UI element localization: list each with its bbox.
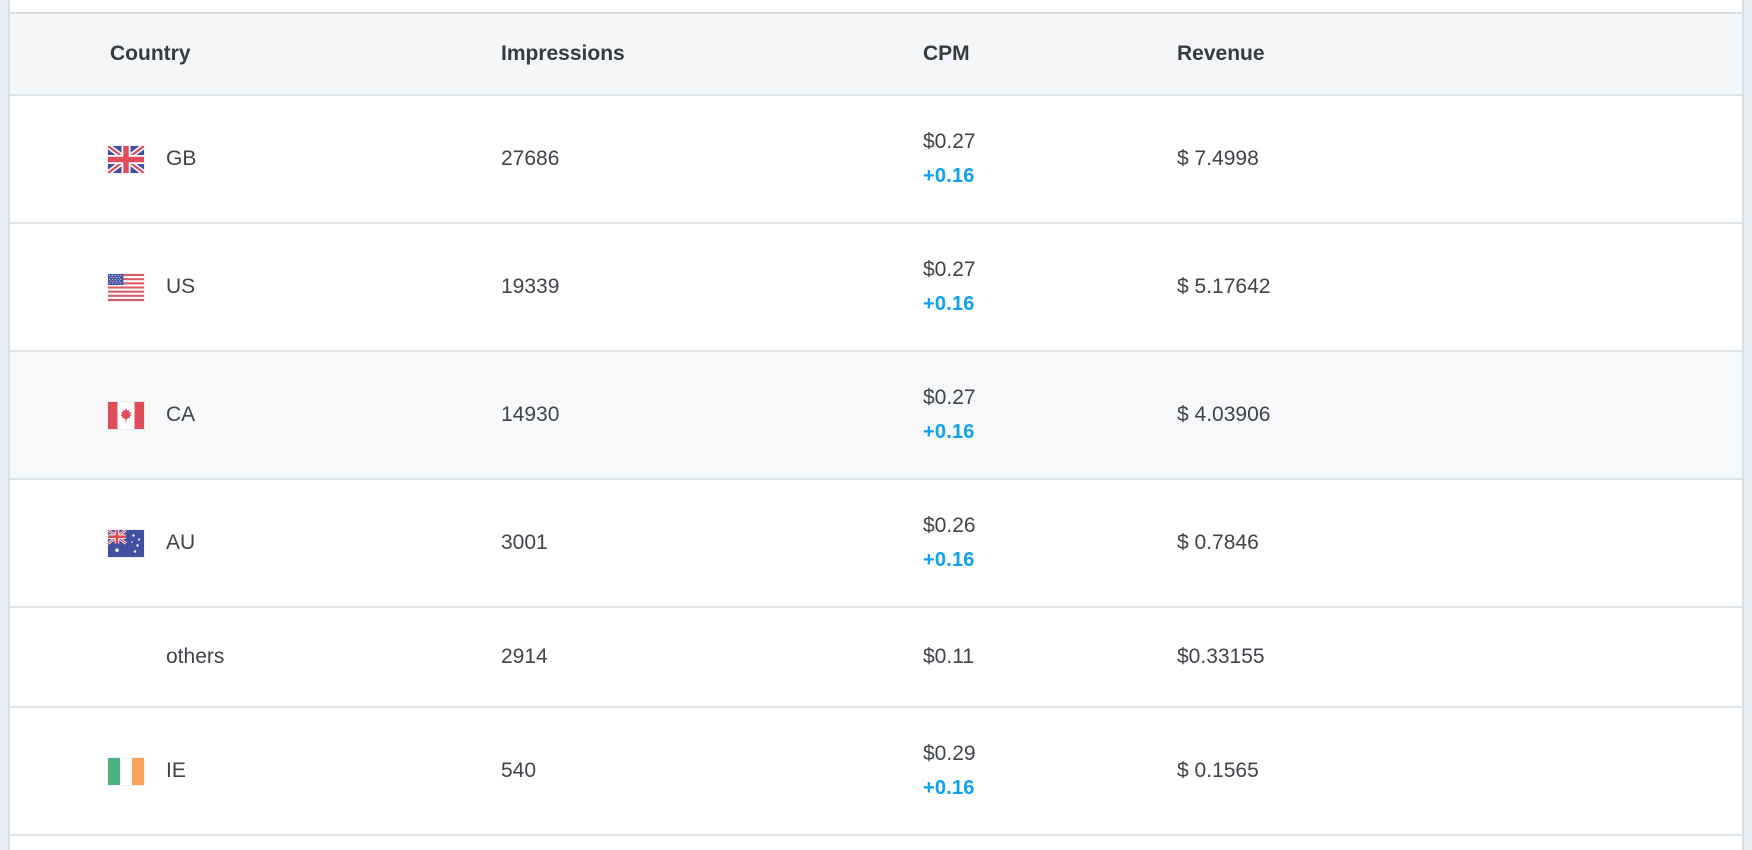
impressions-cell: 3001 <box>501 531 548 554</box>
cpm-cell: $0.27 +0.16 <box>923 386 1177 444</box>
cpm-cell: $0.29 +0.16 <box>923 742 1177 800</box>
us-flag-icon <box>108 273 144 301</box>
cpm-delta-badge: +0.16 <box>923 165 975 187</box>
cpm-value: $0.27 <box>923 386 976 409</box>
country-cell: others <box>10 644 501 671</box>
ie-flag-icon <box>108 757 144 785</box>
revenue-cell: $ 4.03906 <box>1177 403 1271 426</box>
previous-section-edge <box>10 0 1742 14</box>
country-cell: IE <box>10 757 501 785</box>
cpm-value: $0.26 <box>923 514 976 537</box>
cpm-value: $0.11 <box>923 645 974 668</box>
au-flag-icon <box>108 529 144 557</box>
table-row[interactable]: others 2914 $0.11 $0.33155 <box>10 608 1742 708</box>
cpm-cell: $0.11 <box>923 645 1177 669</box>
revenue-cell: $ 0.1565 <box>1177 759 1259 782</box>
country-code: IE <box>166 759 186 782</box>
cpm-cell: $0.27 +0.16 <box>923 258 1177 316</box>
country-flag-icon <box>108 644 144 671</box>
revenue-cell: $0.33155 <box>1177 645 1265 668</box>
cpm-value: $0.29 <box>923 742 976 765</box>
next-section-edge <box>10 836 1742 850</box>
country-code: GB <box>166 147 197 170</box>
column-header-country: Country <box>110 42 191 65</box>
impressions-cell: 27686 <box>501 147 560 170</box>
impressions-cell: 14930 <box>501 403 560 426</box>
country-report-table: Country Impressions CPM Revenue GB 27686… <box>8 0 1744 850</box>
revenue-cell: $ 7.4998 <box>1177 147 1259 170</box>
column-header-impressions: Impressions <box>501 42 625 65</box>
country-code: US <box>166 275 196 298</box>
table-header-row: Country Impressions CPM Revenue <box>10 14 1742 96</box>
country-cell: CA <box>10 401 501 429</box>
cpm-delta-badge: +0.16 <box>923 421 975 443</box>
country-cell: AU <box>10 529 501 557</box>
cpm-value: $0.27 <box>923 258 976 281</box>
table-row[interactable]: GB 27686 $0.27 +0.16 $ 7.4998 <box>10 96 1742 224</box>
country-cell: US <box>10 273 501 301</box>
impressions-cell: 19339 <box>501 275 560 298</box>
gb-flag-icon <box>108 145 144 173</box>
country-cell: GB <box>10 145 501 173</box>
table-body: GB 27686 $0.27 +0.16 $ 7.4998 US 19339 $… <box>10 96 1742 836</box>
cpm-cell: $0.26 +0.16 <box>923 514 1177 572</box>
column-header-revenue: Revenue <box>1177 42 1265 65</box>
table-row[interactable]: US 19339 $0.27 +0.16 $ 5.17642 <box>10 224 1742 352</box>
column-header-cpm: CPM <box>923 42 970 65</box>
impressions-cell: 540 <box>501 759 537 782</box>
country-code: CA <box>166 403 196 426</box>
revenue-cell: $ 0.7846 <box>1177 531 1259 554</box>
impressions-cell: 2914 <box>501 645 548 668</box>
cpm-cell: $0.27 +0.16 <box>923 130 1177 188</box>
cpm-value: $0.27 <box>923 130 976 153</box>
cpm-delta-badge: +0.16 <box>923 549 975 571</box>
country-code: AU <box>166 531 196 554</box>
table-row[interactable]: AU 3001 $0.26 +0.16 $ 0.7846 <box>10 480 1742 608</box>
revenue-cell: $ 5.17642 <box>1177 275 1271 298</box>
table-row[interactable]: IE 540 $0.29 +0.16 $ 0.1565 <box>10 708 1742 836</box>
country-code: others <box>166 645 225 668</box>
ca-flag-icon <box>108 401 144 429</box>
cpm-delta-badge: +0.16 <box>923 777 975 799</box>
cpm-delta-badge: +0.16 <box>923 293 975 315</box>
table-row[interactable]: CA 14930 $0.27 +0.16 $ 4.03906 <box>10 352 1742 480</box>
